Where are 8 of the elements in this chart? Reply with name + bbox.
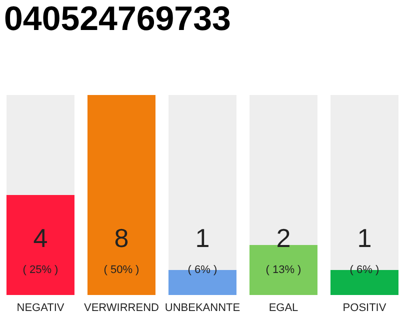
data-label: 4 ( 25% ) — [22, 223, 58, 276]
x-tick-label: UNBEKANNTE — [164, 302, 240, 314]
x-tick-label: EGAL — [268, 302, 298, 314]
x-tick-label: VERWIRREND — [84, 302, 160, 314]
x-tick-label: NEGATIV — [16, 302, 65, 314]
x-tick-label: POSITIV — [342, 302, 387, 314]
data-label: 8 ( 50% ) — [104, 223, 140, 276]
chart-title: 040524769733 — [4, 0, 231, 39]
